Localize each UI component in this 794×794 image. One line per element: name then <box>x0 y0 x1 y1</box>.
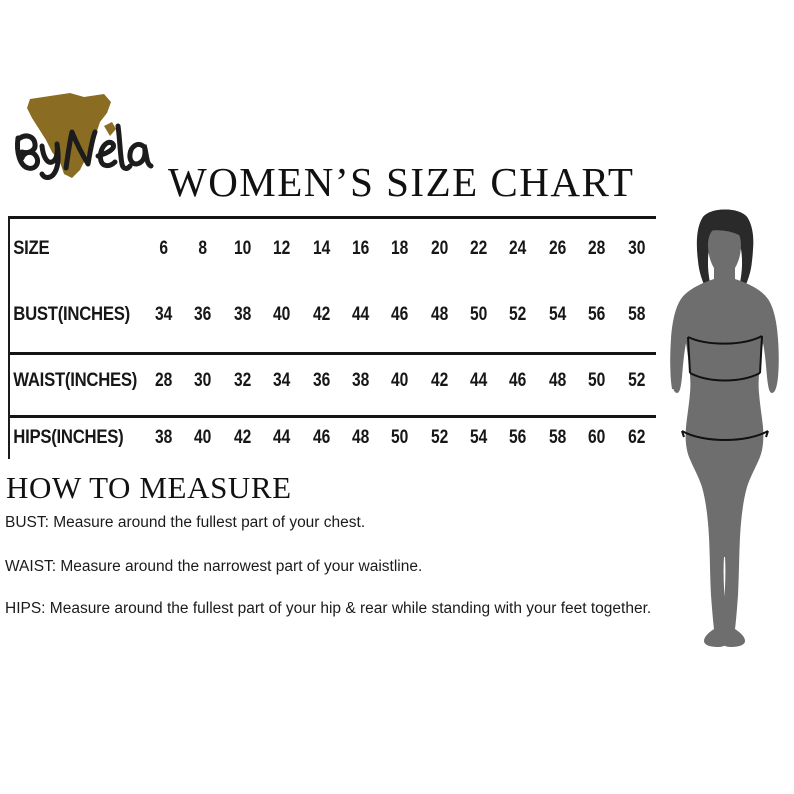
cell-waist-2: 32 <box>233 370 252 391</box>
page-title: WOMEN’S SIZE CHART <box>168 159 635 205</box>
cell-bust-8: 50 <box>470 304 488 325</box>
brand-script-text <box>15 123 154 180</box>
cell-hips-5: 48 <box>351 427 370 448</box>
cell-hips-9: 56 <box>509 427 527 448</box>
cell-hips-11: 60 <box>588 427 606 448</box>
cell-bust-3: 40 <box>273 304 291 325</box>
cell-bust-9: 52 <box>509 304 527 325</box>
female-body-silhouette <box>655 205 794 660</box>
cell-bust-0: 34 <box>155 304 173 325</box>
brand-logo <box>12 82 162 182</box>
cell-size-4: 14 <box>312 238 330 259</box>
cell-hips-4: 46 <box>312 427 330 448</box>
cell-bust-6: 46 <box>391 304 409 325</box>
row-label-size: SIZE <box>13 238 50 259</box>
cell-bust-4: 42 <box>312 304 330 325</box>
cell-bust-10: 54 <box>548 304 567 325</box>
cell-hips-12: 62 <box>627 427 645 448</box>
cell-hips-8: 54 <box>470 427 488 448</box>
row-label-hips: HIPS(INCHES) <box>13 427 124 448</box>
cell-size-11: 28 <box>588 238 606 259</box>
cell-hips-6: 50 <box>391 427 409 448</box>
cell-waist-5: 38 <box>351 370 370 391</box>
left-arm-outline <box>670 300 682 390</box>
table-row: BUST(INCHES) 34 36 38 40 42 44 46 48 50 … <box>8 282 656 348</box>
cell-bust-5: 44 <box>351 304 370 325</box>
cell-size-10: 26 <box>548 238 567 259</box>
cell-size-7: 20 <box>430 238 448 259</box>
cell-size-1: 8 <box>198 238 208 259</box>
cell-size-3: 12 <box>273 238 291 259</box>
row-label-waist: WAIST(INCHES) <box>13 370 138 391</box>
cell-size-8: 22 <box>470 238 488 259</box>
hips-tape-line <box>681 430 769 441</box>
hips-tape-right-end <box>765 430 769 438</box>
how-to-measure-title: HOW TO MEASURE <box>6 470 292 505</box>
cell-waist-11: 50 <box>588 370 606 391</box>
bust-tape-left-end <box>687 336 691 374</box>
body-silhouette-icon <box>670 225 779 647</box>
cell-waist-3: 34 <box>273 370 291 391</box>
size-chart-table: SIZE 6 8 10 12 14 16 18 20 22 24 26 28 3… <box>8 216 656 462</box>
table-bust-rule <box>8 352 656 355</box>
row-label-bust: BUST(INCHES) <box>13 304 130 325</box>
cell-waist-1: 30 <box>194 370 212 391</box>
cell-bust-1: 36 <box>194 304 212 325</box>
cell-waist-12: 52 <box>627 370 645 391</box>
cell-size-12: 30 <box>627 238 645 259</box>
table-top-rule <box>8 216 656 219</box>
hair-part-icon <box>728 212 753 245</box>
measure-instruction-waist: WAIST: Measure around the narrowest part… <box>5 558 423 575</box>
bust-tape-right-end <box>759 335 763 374</box>
table-waist-rule <box>8 415 656 418</box>
cell-waist-9: 46 <box>509 370 527 391</box>
cell-waist-7: 42 <box>430 370 448 391</box>
cell-bust-11: 56 <box>588 304 606 325</box>
tape-lines-group <box>681 335 769 441</box>
cell-hips-2: 42 <box>233 427 252 448</box>
cell-hips-3: 44 <box>273 427 291 448</box>
cell-bust-2: 38 <box>233 304 252 325</box>
cell-hips-1: 40 <box>194 427 212 448</box>
bust-tape-line <box>687 335 763 345</box>
cell-size-2: 10 <box>233 238 252 259</box>
cell-size-5: 16 <box>351 238 370 259</box>
cell-hips-0: 38 <box>155 427 173 448</box>
cell-waist-8: 44 <box>470 370 488 391</box>
cell-hips-7: 52 <box>430 427 448 448</box>
waist-tape-line <box>689 372 761 382</box>
hips-tape-left-end <box>681 430 685 438</box>
table-row: SIZE 6 8 10 12 14 16 18 20 22 24 26 28 3… <box>8 216 656 282</box>
cell-bust-12: 58 <box>627 304 645 325</box>
cell-waist-6: 40 <box>391 370 409 391</box>
table-left-border <box>8 216 10 459</box>
cell-waist-10: 48 <box>548 370 567 391</box>
measure-instruction-bust: BUST: Measure around the fullest part of… <box>5 514 366 531</box>
cell-size-9: 24 <box>509 238 527 259</box>
cell-waist-0: 28 <box>155 370 173 391</box>
cell-waist-4: 36 <box>312 370 330 391</box>
cell-hips-10: 58 <box>548 427 567 448</box>
table-row: WAIST(INCHES) 28 30 32 34 36 38 40 42 44… <box>8 348 656 414</box>
cell-size-0: 6 <box>159 238 169 259</box>
table-row: HIPS(INCHES) 38 40 42 44 46 48 50 52 54 … <box>8 414 656 462</box>
cell-size-6: 18 <box>391 238 409 259</box>
measure-instruction-hips: HIPS: Measure around the fullest part of… <box>5 600 652 617</box>
cell-bust-7: 48 <box>430 304 448 325</box>
